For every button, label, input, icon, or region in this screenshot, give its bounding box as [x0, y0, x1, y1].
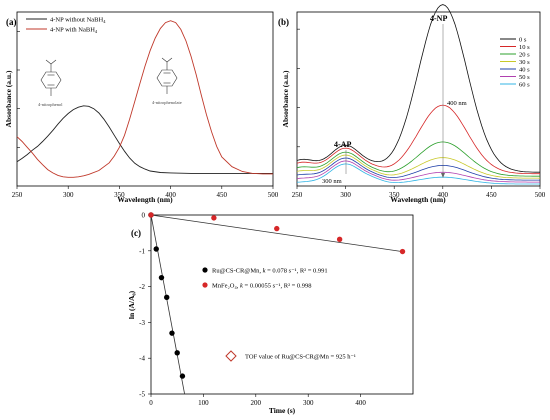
panel-a-xtick-label: 350	[114, 191, 125, 199]
legend-marker-ru	[202, 267, 208, 273]
panel-c-ytick-label: 0	[142, 212, 146, 220]
panel-c-data-point-1	[211, 215, 217, 221]
panel-b-legend-label: 20 s	[519, 51, 530, 58]
legend-label-without: 4-NP without NaBH4	[50, 17, 106, 25]
molecule-4-nitrophenolate	[156, 57, 178, 94]
panel-b-x-ticks: 250 300 350 400 450 500	[292, 28, 546, 199]
panel-c-data-point-0	[174, 350, 180, 356]
panel-b-legend-label: 0 s	[519, 36, 527, 43]
panel-c-ytick-label: -5	[139, 391, 145, 399]
panel-c-label: (c)	[131, 228, 141, 238]
panel-c-data-point-0	[158, 274, 165, 281]
label-4-nitrophenolate: 4-nitrophenolate	[152, 100, 182, 105]
panel-b-series-line-0	[296, 4, 540, 173]
legend-label-with: 4-NP with NaBH4	[50, 27, 98, 35]
panel-b-label: (b)	[278, 17, 289, 27]
panel-a-x-title: Wavelength (nm)	[117, 195, 173, 204]
panel-b-xtick-label: 500	[535, 191, 546, 199]
panel-b-series-line-6	[296, 163, 540, 185]
panel-c-ytick-label: -2	[139, 283, 145, 291]
tof-diamond-icon	[225, 350, 237, 362]
legend-label-ru: Ru@CS-CR@Mn, k = 0.078 s⁻¹, R² = 0.991	[212, 268, 328, 275]
panel-c-data-point-0	[179, 373, 186, 379]
panel-c-data-point-1	[274, 225, 280, 232]
panel-c-data-point-1	[336, 236, 343, 243]
panel-c-data-point-0	[153, 246, 159, 252]
panel-c-xtick-label: 200	[251, 399, 262, 407]
legend-label-mnfe: MnFe₂O₄, k = 0.00055 s⁻¹, R² = 0.998	[212, 283, 312, 290]
panel-c-fit-line-0	[150, 214, 185, 395]
panel-a: (a) 250 300 350 400 450 500 Wavelength (nm) A…	[4, 11, 279, 204]
panel-b-legend-label: 60 s	[519, 81, 530, 88]
arrow-400nm-head	[441, 173, 445, 178]
panel-c-data-point-1	[399, 248, 406, 255]
annotation-300nm: 300 nm	[322, 178, 342, 185]
panel-c-legend: Ru@CS-CR@Mn, k = 0.078 s⁻¹, R² = 0.991 M…	[202, 267, 328, 290]
panel-b-legend: 0 s10 s20 s30 s40 s50 s60 s	[500, 36, 530, 88]
panel-a-xtick-label: 300	[63, 191, 74, 199]
panel-b-legend-label: 40 s	[519, 66, 530, 73]
molecule-4-nitrophenol	[40, 59, 62, 96]
panel-a-lines	[16, 20, 273, 178]
panel-c: (c) 0 100 200 300 400 0 -1 -2 -3 -4 -5 Time (s) ln…	[127, 212, 414, 415]
panel-b-legend-label: 30 s	[519, 59, 530, 66]
panel-c-x-title: Time (s)	[269, 406, 296, 415]
panel-b-frame	[296, 11, 541, 187]
panel-b-series-line-5	[296, 160, 540, 183]
panel-a-label: (a)	[6, 17, 17, 27]
tof-label: TOF value of Ru@CS-CR@Mn = 925 h⁻¹	[245, 354, 356, 361]
panel-a-legend: 4-NP without NaBH4 4-NP with NaBH4	[26, 17, 106, 35]
panel-c-ticks: 0 100 200 300 400 0 -1 -2 -3 -4 -5	[139, 212, 366, 408]
panel-b-xtick-label: 300	[340, 191, 351, 199]
panel-c-xtick-label: 0	[149, 399, 153, 407]
panel-c-xtick-label: 400	[355, 399, 366, 407]
panel-b-legend-label: 10 s	[519, 44, 530, 51]
panel-c-ytick-label: -1	[139, 247, 145, 255]
panel-c-ytick-label: -4	[139, 355, 145, 363]
panel-b-xtick-label: 250	[292, 191, 303, 199]
panel-a-xtick-label: 500	[268, 191, 279, 199]
panel-b-series-line-3	[296, 154, 541, 179]
panel-b-x-title: Wavelength (nm)	[390, 195, 446, 204]
panel-c-data-point-0	[169, 330, 175, 336]
panel-b-lines	[296, 4, 541, 185]
panel-b-series-line-4	[296, 157, 540, 181]
panel-c-y-title: ln (A/A₀)	[127, 290, 136, 319]
panel-c-xtick-label: 100	[198, 399, 209, 407]
panel-a-frame	[16, 11, 274, 187]
panel-c-xtick-label: 300	[303, 399, 314, 407]
panel-c-fit-line-1	[150, 214, 403, 252]
label-4-nitrophenol: 4-nitrophenol	[38, 102, 63, 107]
legend-marker-mnfe	[202, 282, 208, 288]
panel-a-xtick-label: 450	[217, 191, 228, 199]
panel-b-series-line-2	[296, 141, 540, 177]
panel-c-data-point-1	[148, 212, 154, 218]
panel-b-y-title: Absorbance (a.u.)	[281, 70, 290, 127]
panel-b-xtick-label: 350	[389, 191, 400, 199]
panel-b-xtick-label: 450	[486, 191, 497, 199]
panel-a-series-line-0	[16, 105, 273, 174]
panel-c-data-point-0	[164, 294, 170, 301]
panel-a-y-title: Absorbance (a.u.)	[4, 70, 13, 127]
panel-c-frame	[150, 214, 414, 395]
panel-b-xtick-label: 400	[438, 191, 449, 199]
panel-a-xtick-label: 250	[12, 191, 23, 199]
panel-a-series-line-1	[16, 20, 273, 178]
peak-label-4ap: 4-AP	[334, 140, 351, 149]
panel-c-ytick-label: -3	[139, 319, 145, 327]
panel-b: (b) 250 300 350 400 450 500 Wavelength (nm) A…	[278, 4, 546, 204]
panel-b-legend-label: 50 s	[519, 74, 530, 81]
panel-c-plot	[148, 212, 406, 395]
panel-a-xtick-label: 400	[165, 191, 176, 199]
panel-b-series-line-1	[296, 104, 540, 175]
peak-label-4np: 4-NP	[430, 14, 447, 23]
annotation-400nm: 400 nm	[447, 100, 467, 107]
panel-a-x-ticks: 250 300 350 400 450 500	[12, 31, 279, 199]
